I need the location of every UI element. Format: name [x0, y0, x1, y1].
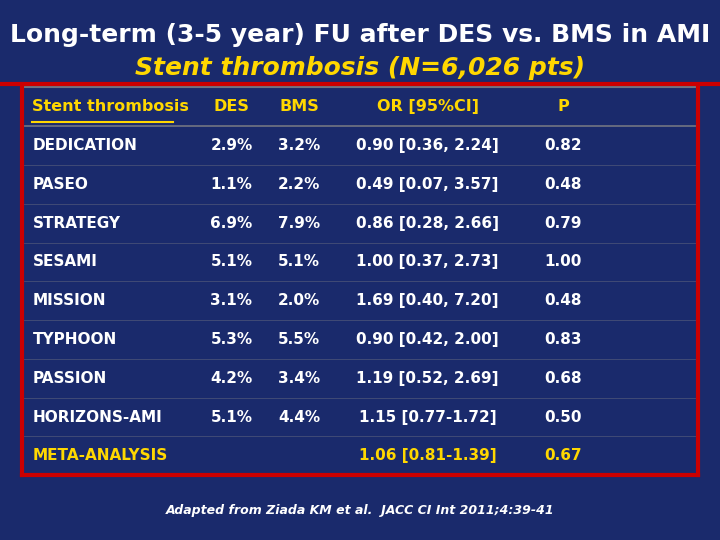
- Text: 5.3%: 5.3%: [210, 332, 253, 347]
- Text: Adapted from Ziada KM et al.  JACC CI Int 2011;4:39-41: Adapted from Ziada KM et al. JACC CI Int…: [166, 504, 554, 517]
- Text: 1.69 [0.40, 7.20]: 1.69 [0.40, 7.20]: [356, 293, 499, 308]
- Text: 5.5%: 5.5%: [278, 332, 320, 347]
- Text: 0.90 [0.36, 2.24]: 0.90 [0.36, 2.24]: [356, 138, 499, 153]
- Text: DEDICATION: DEDICATION: [32, 138, 138, 153]
- Text: 3.4%: 3.4%: [278, 371, 320, 386]
- Text: 5.1%: 5.1%: [278, 254, 320, 269]
- Text: 1.00: 1.00: [544, 254, 582, 269]
- Text: MISSION: MISSION: [32, 293, 106, 308]
- Text: P: P: [557, 99, 569, 114]
- Text: 0.49 [0.07, 3.57]: 0.49 [0.07, 3.57]: [356, 177, 499, 192]
- Text: 1.00 [0.37, 2.73]: 1.00 [0.37, 2.73]: [356, 254, 499, 269]
- Text: PASSION: PASSION: [32, 371, 107, 386]
- Text: Stent thrombosis: Stent thrombosis: [32, 99, 189, 114]
- Text: 1.1%: 1.1%: [210, 177, 252, 192]
- Text: 3.1%: 3.1%: [210, 293, 253, 308]
- Text: BMS: BMS: [279, 99, 319, 114]
- Text: 0.83: 0.83: [544, 332, 582, 347]
- Text: META-ANALYSIS: META-ANALYSIS: [32, 448, 168, 463]
- Text: SESAMI: SESAMI: [32, 254, 97, 269]
- Text: 7.9%: 7.9%: [278, 215, 320, 231]
- Text: 3.2%: 3.2%: [278, 138, 320, 153]
- Text: PASEO: PASEO: [32, 177, 89, 192]
- Text: 4.2%: 4.2%: [210, 371, 253, 386]
- Text: 1.19 [0.52, 2.69]: 1.19 [0.52, 2.69]: [356, 371, 499, 386]
- Text: STRATEGY: STRATEGY: [32, 215, 120, 231]
- Text: Long-term (3-5 year) FU after DES vs. BMS in AMI: Long-term (3-5 year) FU after DES vs. BM…: [10, 23, 710, 47]
- Text: 0.68: 0.68: [544, 371, 582, 386]
- Text: TYPHOON: TYPHOON: [32, 332, 117, 347]
- Text: 1.06 [0.81-1.39]: 1.06 [0.81-1.39]: [359, 448, 497, 463]
- Text: 2.0%: 2.0%: [278, 293, 320, 308]
- Text: 5.1%: 5.1%: [210, 409, 253, 424]
- Text: 0.48: 0.48: [544, 177, 582, 192]
- Text: 4.4%: 4.4%: [278, 409, 320, 424]
- Text: 1.15 [0.77-1.72]: 1.15 [0.77-1.72]: [359, 409, 497, 424]
- Text: 0.90 [0.42, 2.00]: 0.90 [0.42, 2.00]: [356, 332, 499, 347]
- Text: Stent thrombosis (N=6,026 pts): Stent thrombosis (N=6,026 pts): [135, 56, 585, 79]
- Text: 6.9%: 6.9%: [210, 215, 253, 231]
- Text: 0.67: 0.67: [544, 448, 582, 463]
- Text: DES: DES: [213, 99, 249, 114]
- Text: 2.9%: 2.9%: [210, 138, 253, 153]
- Text: 0.50: 0.50: [544, 409, 582, 424]
- Text: 0.79: 0.79: [544, 215, 582, 231]
- Text: 5.1%: 5.1%: [210, 254, 253, 269]
- Text: OR [95%CI]: OR [95%CI]: [377, 99, 479, 114]
- Text: 0.82: 0.82: [544, 138, 582, 153]
- Text: HORIZONS-AMI: HORIZONS-AMI: [32, 409, 162, 424]
- Text: 2.2%: 2.2%: [278, 177, 320, 192]
- Text: 0.48: 0.48: [544, 293, 582, 308]
- Text: 0.86 [0.28, 2.66]: 0.86 [0.28, 2.66]: [356, 215, 499, 231]
